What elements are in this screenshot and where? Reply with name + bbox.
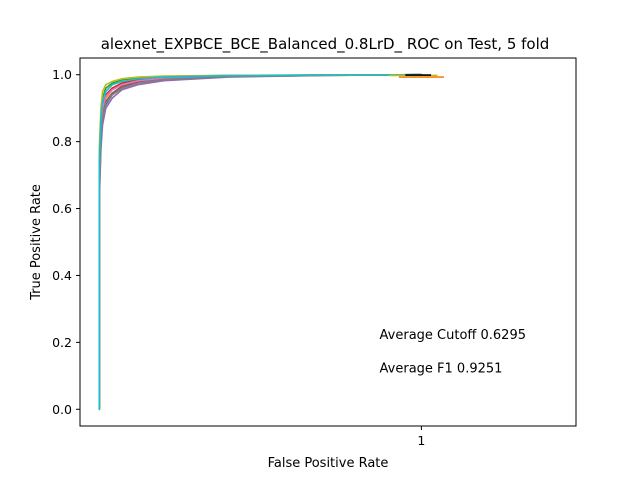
x-axis-ticks: 1 (417, 426, 425, 448)
annotation-2: Average F1 0.9251 (380, 361, 503, 376)
x-tick-label-0: 1 (417, 433, 425, 448)
roc-curves (98, 73, 444, 411)
y-axis-label: True Positive Rate (29, 184, 44, 301)
chart-title: alexnet_EXPBCE_BCE_Balanced_0.8LrD_ ROC … (101, 35, 550, 54)
x-axis-label: False Positive Rate (268, 456, 389, 471)
y-tick-label-5: 1.0 (52, 67, 72, 82)
y-tick-label-4: 0.8 (52, 134, 72, 149)
y-tick-label-3: 0.6 (52, 201, 72, 216)
plot-frame (79, 57, 577, 427)
roc-curve-10 (98, 73, 423, 411)
y-axis-ticks: 0.0 0.2 0.4 0.6 0.8 1.0 (52, 67, 80, 417)
annotation-1: Average Cutoff 0.6295 (380, 328, 526, 343)
y-tick-label-2: 0.4 (52, 268, 72, 283)
y-tick-label-1: 0.2 (52, 335, 72, 350)
y-tick-label-0: 0.0 (52, 402, 72, 417)
annotations: Average Cutoff 0.6295 Average F1 0.9251 (380, 328, 526, 376)
